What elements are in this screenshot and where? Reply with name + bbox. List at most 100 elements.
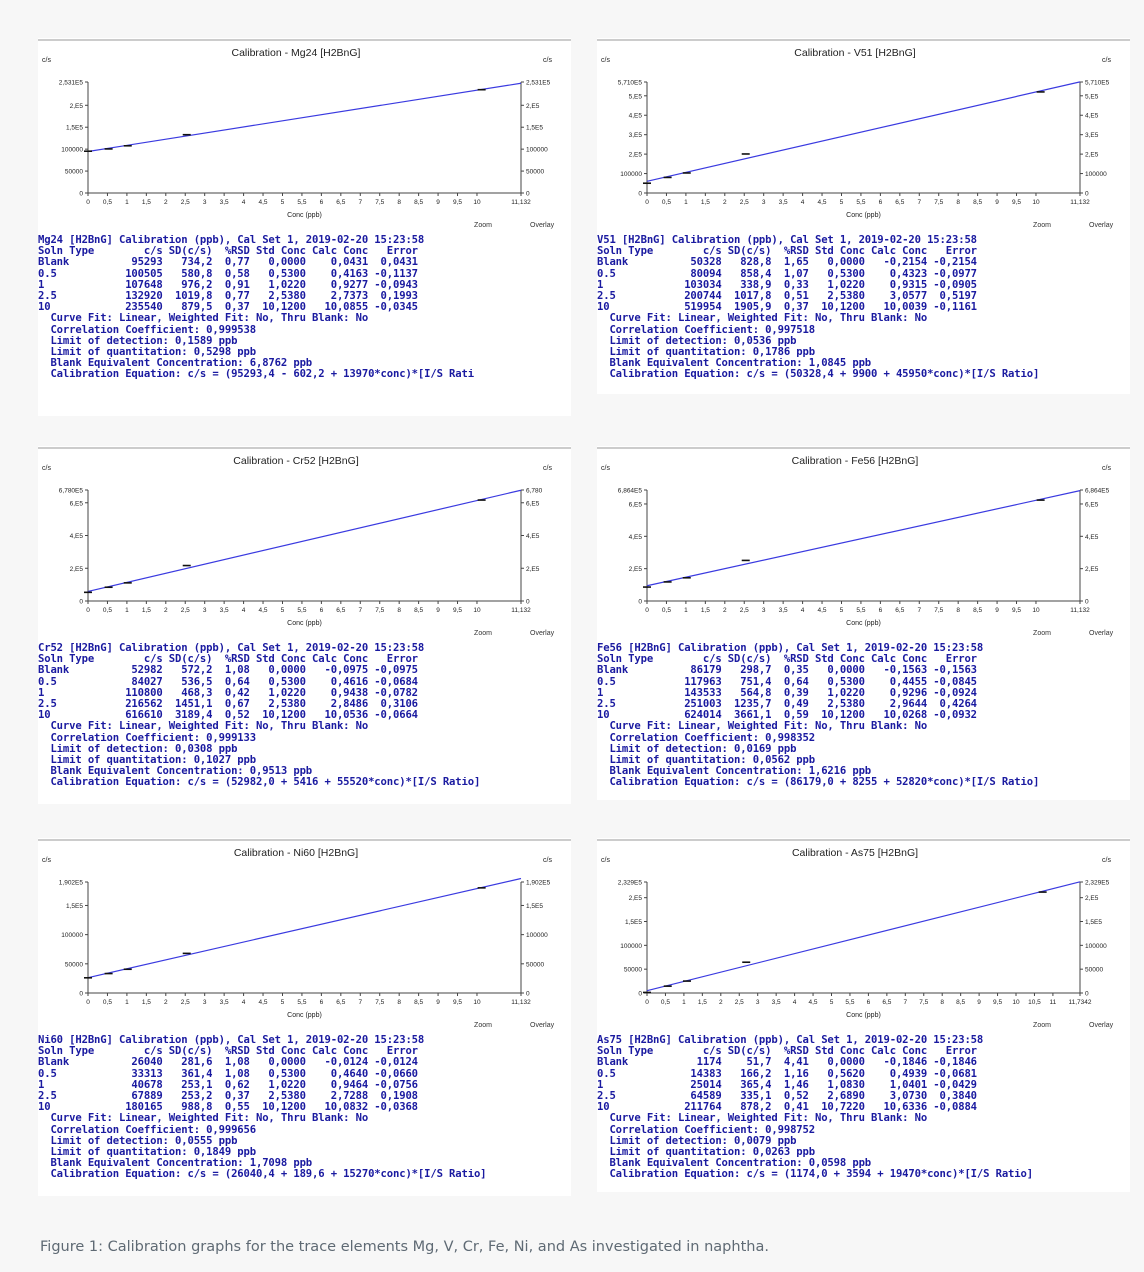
- overlay-button: Overlay: [530, 630, 555, 637]
- x-tick-label: 5: [281, 199, 285, 206]
- x-tick-label: 10: [1032, 199, 1040, 206]
- x-tick-label: 7: [917, 607, 921, 614]
- y-tick-label-left: 100000: [61, 147, 83, 154]
- x-tick-label: 7: [903, 999, 907, 1006]
- y-tick-label-right: 3,E5: [1085, 132, 1099, 139]
- y-tick-label-right: 6,780: [526, 488, 543, 495]
- x-axis-label: Conc (ppb): [846, 620, 881, 627]
- x-tick-label: 4,5: [259, 199, 268, 206]
- y-unit-right: c/s: [1102, 57, 1111, 64]
- y-tick-label-left: 6,864E5: [618, 488, 643, 495]
- x-tick-label: 9: [995, 607, 999, 614]
- calibration-panel-fe56: Calibration - Fe56 [H2BnG] c/s c/s 0 2,E5 4,E…: [597, 446, 1130, 800]
- report-row: 0.5 100505 580,8 0,58 0,5300 0,4163 -0,1…: [38, 268, 418, 280]
- y-tick-label-right: 2,E5: [526, 103, 540, 110]
- report-stat: Correlation Coefficient: 0,999133: [38, 732, 256, 744]
- x-tick-label: 3,5: [772, 999, 781, 1006]
- x-tick-label: 8: [397, 607, 401, 614]
- y-tick-label-left: 2,E5: [629, 152, 643, 159]
- x-tick-label: 7: [917, 199, 921, 206]
- chart-cr52: Calibration - Cr52 [H2BnG] c/s c/s 0 2,E5 4,E…: [38, 447, 571, 637]
- x-tick-label: 1,5: [701, 607, 710, 614]
- x-tick-label: 1,5: [698, 999, 707, 1006]
- x-tick-label: 6,5: [882, 999, 891, 1006]
- y-tick-label-left: 50000: [624, 967, 642, 974]
- x-tick-label: 8: [940, 999, 944, 1006]
- fit-line: [646, 81, 1081, 182]
- x-tick-label: 4: [242, 999, 246, 1006]
- chart-title: Calibration - V51 [H2BnG]: [794, 47, 915, 59]
- x-tick-label: 8: [956, 199, 960, 206]
- y-tick-label-left: 4,E5: [629, 113, 643, 120]
- y-tick-label-left: 2,E5: [629, 895, 643, 902]
- overlay-button: Overlay: [530, 1022, 555, 1029]
- x-tick-label: 8,5: [414, 999, 423, 1006]
- report-stat: Limit of detection: 0,0308 ppb: [38, 743, 238, 755]
- x-tick-label: 6: [320, 199, 324, 206]
- report-row: 0.5 80094 858,4 1,07 0,5300 0,4323 -0,09…: [597, 268, 977, 280]
- report-column-headers: Soln Type c/s SD(c/s) %RSD Std Conc Calc…: [38, 654, 418, 666]
- x-tick-label: 0: [645, 607, 649, 614]
- report-stat: Limit of detection: 0,0169 ppb: [597, 743, 797, 755]
- report-stat: Correlation Coefficient: 0,997518: [597, 324, 815, 336]
- report-header: Mg24 [H2BnG] Calibration (ppb), Cal Set …: [38, 235, 425, 246]
- report-row: 10 211764 878,2 0,41 10,7220 10,6336 -0,…: [597, 1102, 977, 1114]
- report-stat: Blank Equivalent Concentration: 0,9513 p…: [38, 766, 313, 778]
- calibration-grid: Calibration - Mg24 [H2BnG] c/s c/s 0 50000 10…: [38, 38, 1130, 1196]
- x-tick-label: 4: [801, 199, 805, 206]
- y-tick-label-right: 100000: [1085, 943, 1107, 950]
- x-tick-label: 8,5: [414, 607, 423, 614]
- report-stat: Limit of detection: 0,1589 ppb: [38, 335, 238, 347]
- x-tick-label: 8,5: [973, 607, 982, 614]
- y-tick-label-right: 100000: [1085, 171, 1107, 178]
- chart-title: Calibration - Ni60 [H2BnG]: [234, 847, 358, 859]
- chart-fe56: Calibration - Fe56 [H2BnG] c/s c/s 0 2,E5 4,E…: [597, 447, 1130, 637]
- report-row: 2.5 216562 1451,1 0,67 2,5380 2,8486 0,3…: [38, 698, 418, 710]
- x-tick-label: 3: [203, 999, 207, 1006]
- y-unit-right: c/s: [543, 857, 552, 864]
- y-tick-label-left: 2,329E5: [618, 880, 643, 887]
- calibration-report: Cr52 [H2BnG] Calibration (ppb), Cal Set …: [38, 643, 571, 788]
- x-tick-label: 5,5: [845, 999, 854, 1006]
- report-row: 10 616610 3189,4 0,52 10,1200 10,0536 -0…: [38, 710, 418, 722]
- x-axis-label: Conc (ppb): [846, 212, 881, 219]
- x-tick-label: 2: [719, 999, 723, 1006]
- y-tick-label-right: 100000: [526, 147, 548, 154]
- calibration-report: As75 [H2BnG] Calibration (ppb), Cal Set …: [597, 1035, 1130, 1180]
- y-tick-label-left: 4,E5: [629, 534, 643, 541]
- x-tick-label: 7: [358, 999, 362, 1006]
- x-tick-label: 0: [86, 607, 90, 614]
- y-tick-label-right: 2,E5: [526, 566, 540, 573]
- report-stat: Correlation Coefficient: 0,998352: [597, 732, 815, 744]
- y-unit-right: c/s: [1102, 465, 1111, 472]
- fit-line: [87, 877, 522, 979]
- calibration-panel-ni60: Calibration - Ni60 [H2BnG] c/s c/s 0 50000 10…: [38, 838, 571, 1196]
- report-column-headers: Soln Type c/s SD(c/s) %RSD Std Conc Calc…: [597, 246, 977, 258]
- report-stat: Curve Fit: Linear, Weighted Fit: No, Thr…: [38, 313, 369, 325]
- x-tick-label: 10: [473, 999, 481, 1006]
- x-tick-label: 11,132: [511, 199, 531, 206]
- x-tick-label: 2,5: [181, 607, 190, 614]
- x-tick-label: 10: [473, 199, 481, 206]
- report-stat: Limit of quantitation: 0,1849 ppb: [38, 1146, 256, 1158]
- report-stat: Limit of quantitation: 0,0562 ppb: [597, 754, 815, 766]
- report-row: Blank 1174 51,7 4,41 0,0000 -0,1846 -0,1…: [597, 1057, 977, 1069]
- y-unit-right: c/s: [543, 465, 552, 472]
- x-tick-label: 2,5: [181, 999, 190, 1006]
- y-tick-label-left: 6,780E5: [59, 488, 84, 495]
- x-axis-label: Conc (ppb): [287, 620, 322, 627]
- y-tick-label-left: 0: [79, 191, 83, 198]
- x-tick-label: 1,5: [142, 607, 151, 614]
- report-stat: Calibration Equation: c/s = (86179,0 + 8…: [597, 777, 1040, 789]
- y-unit-left: c/s: [42, 465, 51, 472]
- calibration-report: Ni60 [H2BnG] Calibration (ppb), Cal Set …: [38, 1035, 571, 1180]
- y-tick-label-right: 2,E5: [1085, 566, 1099, 573]
- x-tick-label: 6,5: [895, 199, 904, 206]
- x-tick-label: 8: [397, 999, 401, 1006]
- report-row: Blank 86179 298,7 0,35 0,0000 -0,1563 -0…: [597, 665, 977, 677]
- report-stat: Curve Fit: Linear, Weighted Fit: No, Thr…: [597, 1113, 928, 1125]
- x-tick-label: 2,5: [740, 607, 749, 614]
- calibration-panel-v51: Calibration - V51 [H2BnG] c/s c/s 0 100000 2,…: [597, 38, 1130, 394]
- x-tick-label: 1: [682, 999, 686, 1006]
- y-tick-label-right: 50000: [526, 961, 544, 968]
